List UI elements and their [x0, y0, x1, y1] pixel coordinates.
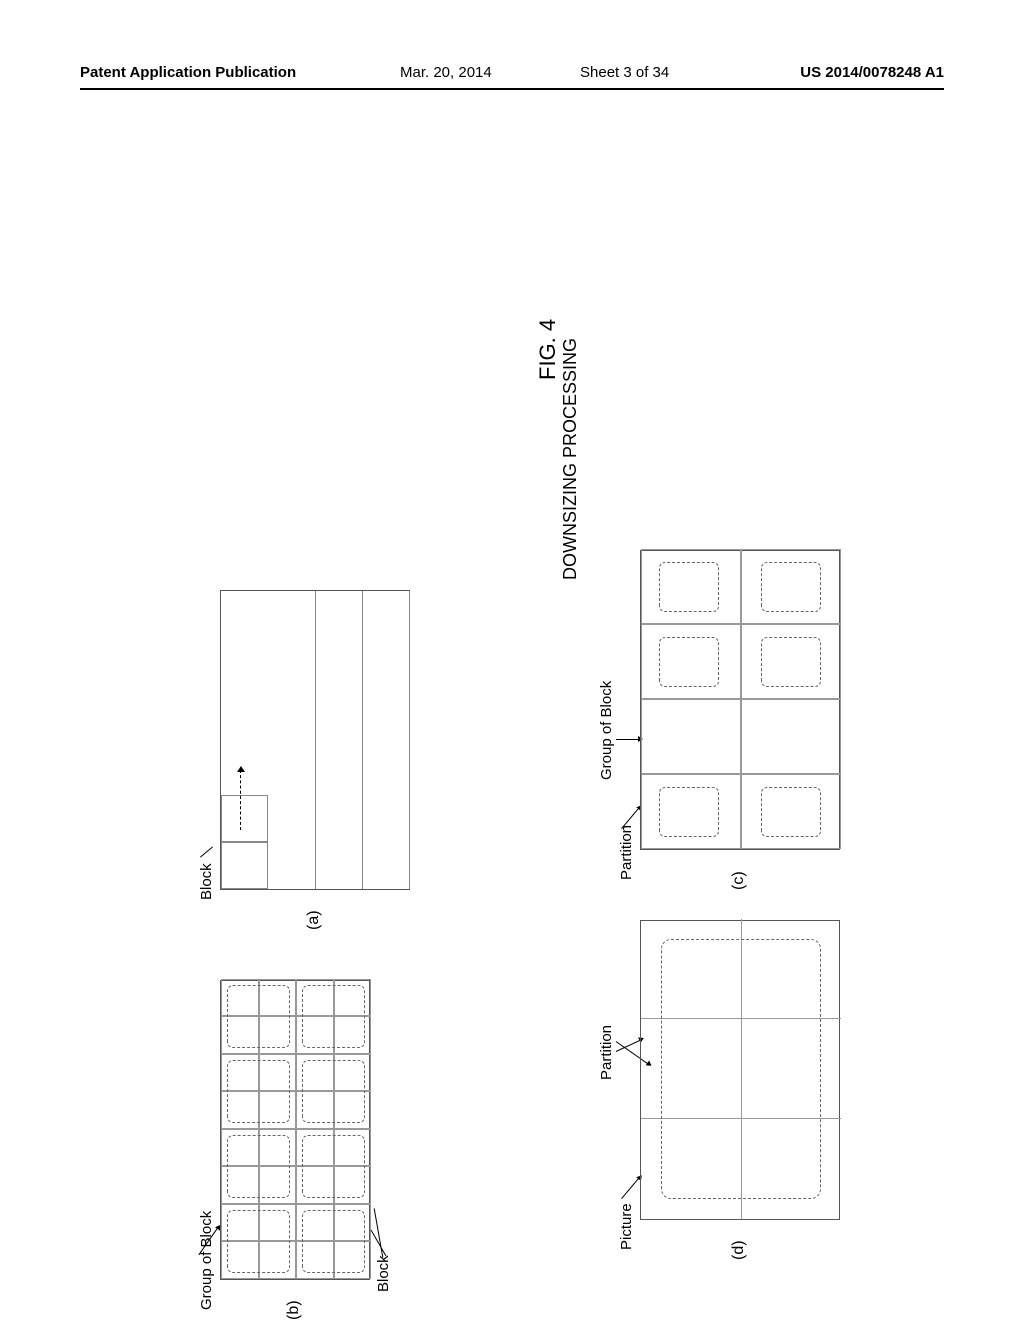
- panel-b-group-box: [302, 1135, 365, 1198]
- panel-a-block-leader: [200, 846, 213, 857]
- panel-b: (b) Group of Block Block: [220, 980, 370, 1280]
- panel-b-group-box: [227, 1210, 290, 1273]
- panel-b-group-box: [227, 1060, 290, 1123]
- panel-c-group-label: Group of Block: [598, 681, 615, 780]
- panel-b-group-box: [302, 1210, 365, 1273]
- panel-a-row: [362, 591, 409, 889]
- panel-a-sublabel: (a): [305, 910, 323, 930]
- panel-d-sublabel: (d): [730, 1240, 748, 1260]
- header-left: Patent Application Publication: [80, 64, 296, 81]
- panel-c-frame: [640, 550, 840, 850]
- panel-a-block-label: Block: [198, 863, 215, 900]
- figure-subtitle: DOWNSIZING PROCESSING: [560, 338, 581, 580]
- panel-c-partition-box: [659, 787, 719, 837]
- panel-a-cell: [221, 795, 268, 842]
- panel-d-picture-label: Picture: [618, 1203, 635, 1250]
- panel-c-sublabel: (c): [730, 871, 748, 890]
- header-date: Mar. 20, 2014: [400, 64, 492, 81]
- header-pubnum: US 2014/0078248 A1: [800, 64, 944, 81]
- panel-c-partition-box: [659, 562, 719, 612]
- panel-b-group-box: [227, 985, 290, 1048]
- figure-area: FIG. 4 DOWNSIZING PROCESSING (a) Block (…: [80, 160, 944, 1160]
- panel-b-group-box: [227, 1135, 290, 1198]
- panel-a-cell: [221, 842, 268, 889]
- panel-b-sublabel: (b): [285, 1300, 303, 1320]
- header-rule: [80, 88, 944, 90]
- panel-b-block-leader: [374, 1208, 384, 1257]
- panel-d-frame: [640, 920, 840, 1220]
- panel-a-scan-arrow: [240, 770, 241, 830]
- panel-d: (d) Picture Partition: [640, 920, 840, 1220]
- panel-a-frame: [220, 590, 410, 890]
- panel-a-row: [409, 591, 456, 889]
- panel-c-partition-box: [761, 637, 821, 687]
- panel-b-block-label: Block: [375, 1255, 392, 1292]
- panel-b-frame: [220, 980, 370, 1280]
- panel-d-partition-label: Partition: [598, 1025, 615, 1080]
- page: Patent Application Publication Mar. 20, …: [0, 0, 1024, 1320]
- panel-c: (c) Partition Group of Block: [640, 550, 840, 850]
- panel-d-picture-leader: [621, 1177, 640, 1199]
- panel-a-row: [315, 591, 362, 889]
- figure-number: FIG. 4: [535, 319, 561, 380]
- panel-c-partition-box: [761, 787, 821, 837]
- panel-c-partition-box: [659, 637, 719, 687]
- panel-b-group-box: [302, 1060, 365, 1123]
- panel-d-partition-box: [661, 939, 821, 1199]
- header-sheet: Sheet 3 of 34: [580, 64, 669, 81]
- panel-c-partition-label: Partition: [618, 825, 635, 880]
- panel-b-group-box: [302, 985, 365, 1048]
- panel-b-group-label: Group of Block: [198, 1211, 215, 1310]
- panel-c-cell: [641, 699, 741, 774]
- panel-c-partition-box: [761, 562, 821, 612]
- panel-c-cell: [741, 699, 841, 774]
- panel-a: (a) Block: [220, 590, 410, 890]
- panel-c-group-leader: [616, 739, 640, 740]
